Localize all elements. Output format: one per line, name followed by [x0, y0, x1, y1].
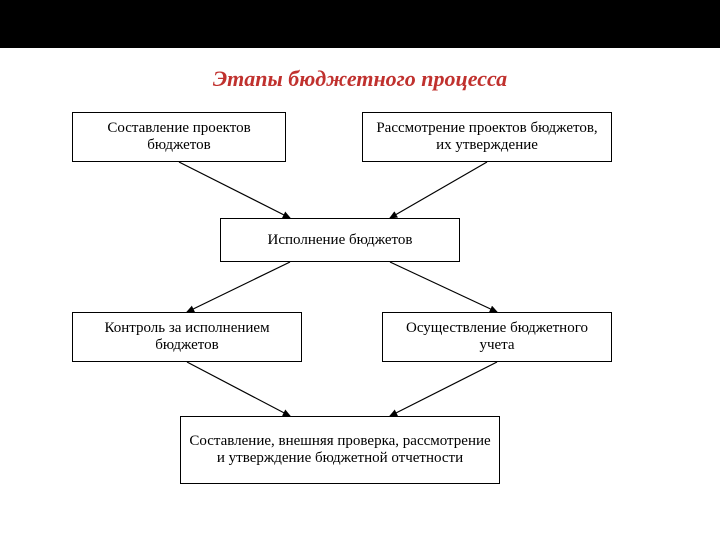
diagram-title: Этапы бюджетного процесса — [0, 66, 720, 92]
node-accounting: Осуществление бюджетного учета — [382, 312, 612, 362]
node-label: Контроль за исполнением бюджетов — [79, 320, 295, 354]
node-control: Контроль за исполнением бюджетов — [72, 312, 302, 362]
header-bar — [0, 0, 720, 48]
node-review: Рассмотрение проектов бюджетов, их утвер… — [362, 112, 612, 162]
node-reporting: Составление, внешняя проверка, рассмотре… — [180, 416, 500, 484]
node-compiling: Составление проектов бюджетов — [72, 112, 286, 162]
node-execution: Исполнение бюджетов — [220, 218, 460, 262]
node-label: Осуществление бюджетного учета — [389, 320, 605, 354]
node-label: Исполнение бюджетов — [268, 232, 413, 249]
node-label: Составление, внешняя проверка, рассмотре… — [187, 433, 493, 467]
node-label: Рассмотрение проектов бюджетов, их утвер… — [369, 120, 605, 154]
node-label: Составление проектов бюджетов — [79, 120, 279, 154]
